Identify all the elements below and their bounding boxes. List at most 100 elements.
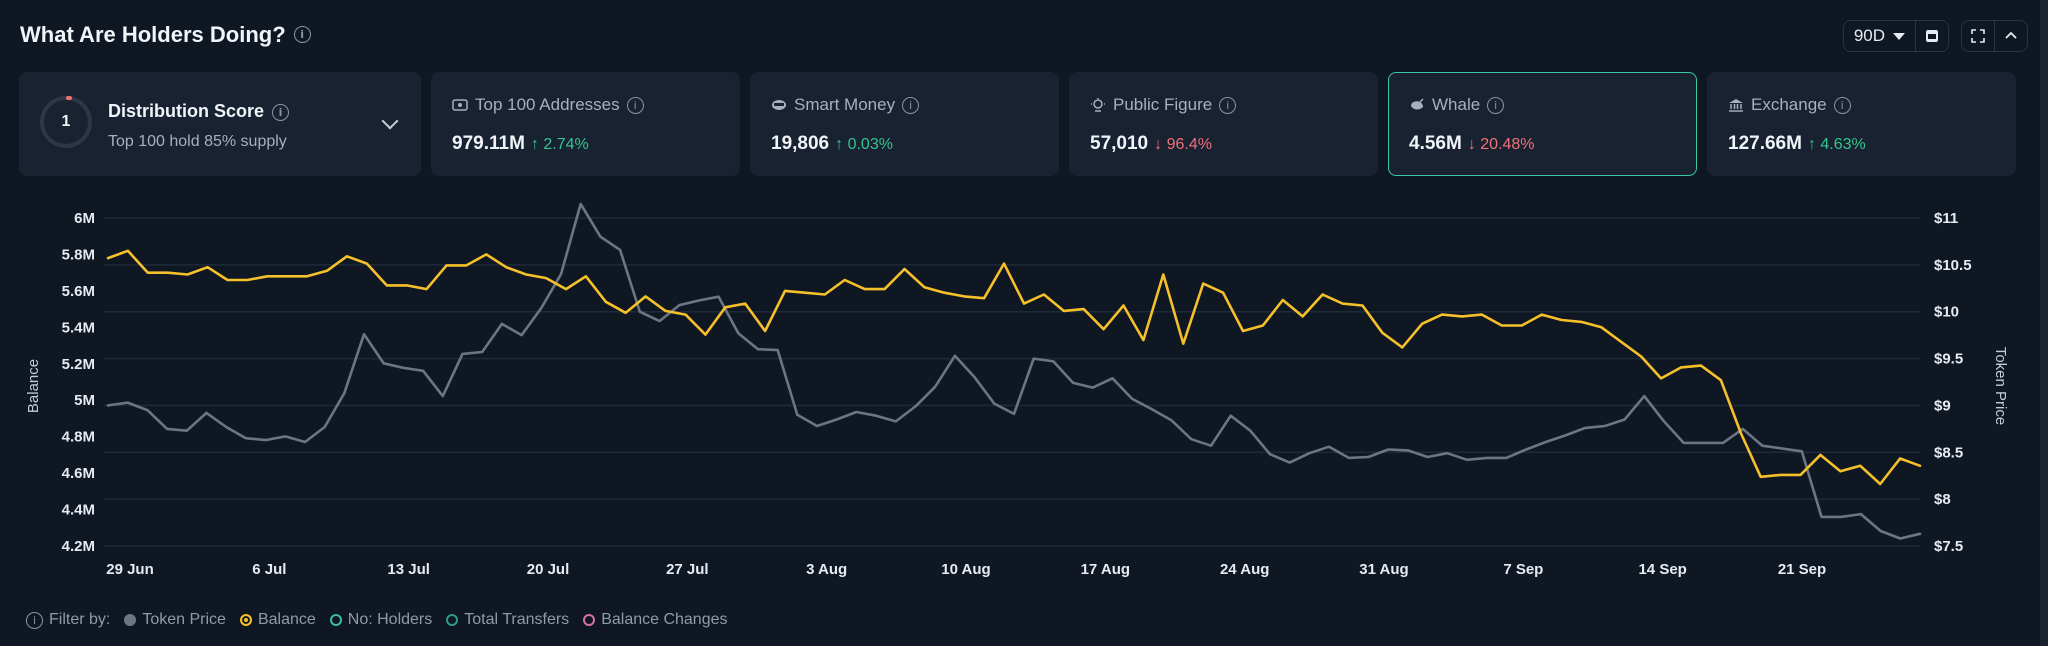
distribution-score-card[interactable]: 1 Distribution Score i Top 100 hold 85% s… xyxy=(19,72,421,176)
fullscreen-button[interactable] xyxy=(1962,21,1994,51)
metric-header: Smart Money i xyxy=(771,95,920,115)
x-tick-label: 7 Sep xyxy=(1503,561,1543,578)
info-icon[interactable]: i xyxy=(1833,96,1851,114)
y-tick-label: 4.2M xyxy=(62,538,95,555)
chevron-up-icon xyxy=(2005,31,2017,39)
metric-cards: 1 Distribution Score i Top 100 hold 85% s… xyxy=(19,72,2016,176)
metric-change: ↓ 96.4% xyxy=(1154,136,1212,153)
metric-card-public-figure[interactable]: Public Figure i 57,010 ↓ 96.4% xyxy=(1069,72,1378,176)
info-icon[interactable]: i xyxy=(272,103,290,121)
scrollbar[interactable] xyxy=(2040,0,2048,646)
info-icon[interactable]: i xyxy=(1219,96,1237,114)
y-tick-label: 5.6M xyxy=(62,283,95,300)
y2-tick-label: $8 xyxy=(1934,491,1951,508)
calendar-button[interactable] xyxy=(1915,21,1948,51)
y2-tick-label: $9.5 xyxy=(1934,351,1963,368)
metric-change-value: 96.4% xyxy=(1166,136,1212,153)
metric-value: 979.11M xyxy=(452,133,525,154)
metric-change-value: 20.48% xyxy=(1480,136,1535,153)
holders-chart: 4.2M 4.4M 4.6M 4.8M 5M 5.2M 5.4M 5.6M 5.8M 6M $7.5… xyxy=(25,202,2009,578)
y-tick-label: 4.4M xyxy=(62,502,95,519)
y2-tick-label: $11 xyxy=(1934,210,1958,227)
y-tick-label: 5.2M xyxy=(62,356,95,373)
metric-label: Public Figure xyxy=(1113,95,1213,114)
chart-controls: 90D xyxy=(1842,20,2028,52)
legend-dot xyxy=(239,614,252,626)
metric-header: Exchange i xyxy=(1728,95,1851,115)
legend-balance-changes[interactable]: Balance Changes xyxy=(583,611,728,629)
view-controls xyxy=(1961,20,2028,52)
token-price-line xyxy=(106,202,1922,540)
metric-change: ↑ 2.74% xyxy=(530,136,589,153)
distribution-subtitle: Top 100 hold 85% supply xyxy=(108,133,287,150)
metric-value: 4.56M xyxy=(1409,133,1462,154)
legend-balance[interactable]: Balance xyxy=(239,611,316,629)
metric-header: Whale i xyxy=(1409,95,1505,115)
chevron-down-icon[interactable] xyxy=(381,112,399,130)
info-icon[interactable]: i xyxy=(293,25,311,43)
info-icon[interactable]: i xyxy=(1487,96,1505,114)
legend-dot xyxy=(583,614,596,626)
y2-tick-label: $10.5 xyxy=(1934,257,1972,274)
x-tick-label: 13 Jul xyxy=(387,561,430,578)
range-value: 90D xyxy=(1853,26,1885,45)
public-figure-icon xyxy=(1091,98,1105,112)
y2-tick-label: $8.5 xyxy=(1934,444,1963,461)
x-tick-label: 29 Jun xyxy=(106,561,154,578)
range-select[interactable]: 90D xyxy=(1844,21,1915,51)
metric-label: Top 100 Addresses xyxy=(475,95,620,114)
x-tick-label: 17 Aug xyxy=(1081,561,1130,578)
x-tick-label: 24 Aug xyxy=(1220,561,1269,578)
y2-tick-label: $9 xyxy=(1934,397,1951,414)
legend-label: No: Holders xyxy=(347,611,433,628)
x-tick-label: 27 Jul xyxy=(666,561,709,578)
filter-label: i Filter by: xyxy=(26,611,110,629)
y2-tick-label: $7.5 xyxy=(1934,538,1963,555)
score-value: 1 xyxy=(61,113,71,130)
caret-down-icon xyxy=(1893,32,1905,40)
collapse-button[interactable] xyxy=(1994,21,2027,51)
legend-dot xyxy=(446,614,459,626)
info-icon[interactable]: i xyxy=(626,96,644,114)
legend-holders[interactable]: No: Holders xyxy=(329,611,433,629)
x-tick-label: 14 Sep xyxy=(1638,561,1686,578)
bank-icon xyxy=(1729,99,1743,112)
metric-card-smart-money[interactable]: Smart Money i 19,806 ↑ 0.03% xyxy=(750,72,1059,176)
metric-value-row: 57,010 ↓ 96.4% xyxy=(1090,133,1212,155)
y-tick-label: 5M xyxy=(74,392,95,409)
wallet-icon xyxy=(452,99,468,111)
y-axis-title: Balance xyxy=(25,359,42,413)
legend-dot xyxy=(329,614,342,626)
metric-card-exchange[interactable]: Exchange i 127.66M ↑ 4.63% xyxy=(1707,72,2016,176)
metric-card-whale[interactable]: Whale i 4.56M ↓ 20.48% xyxy=(1388,72,1697,176)
y-tick-label: 5.4M xyxy=(62,319,95,336)
y-tick-label: 4.8M xyxy=(62,429,95,446)
metric-value: 57,010 xyxy=(1090,133,1149,154)
metric-change-value: 4.63% xyxy=(1820,136,1866,153)
metric-change: ↑ 4.63% xyxy=(1807,136,1866,153)
y-tick-label: 5.8M xyxy=(62,246,95,263)
range-group: 90D xyxy=(1842,20,1949,52)
metric-value-row: 19,806 ↑ 0.03% xyxy=(771,133,893,155)
metric-value-row: 979.11M ↑ 2.74% xyxy=(452,133,589,155)
score-ring: 1 xyxy=(40,96,92,148)
distribution-title: Distribution Score i xyxy=(108,101,290,122)
legend-token-price[interactable]: Token Price xyxy=(124,611,226,629)
legend-dot xyxy=(124,614,137,626)
legend-label: Total Transfers xyxy=(464,611,570,628)
y2-axis-title: Token Price xyxy=(1992,347,2009,425)
legend-total-transfers[interactable]: Total Transfers xyxy=(446,611,569,629)
metric-change-value: 0.03% xyxy=(847,136,893,153)
y2-tick-label: $10 xyxy=(1934,304,1959,321)
metric-card-top-100[interactable]: Top 100 Addresses i 979.11M ↑ 2.74% xyxy=(431,72,740,176)
metric-value-row: 4.56M ↓ 20.48% xyxy=(1409,133,1535,155)
metric-change-value: 2.74% xyxy=(543,136,589,153)
info-icon[interactable]: i xyxy=(902,96,920,114)
metric-header: Top 100 Addresses i xyxy=(452,95,644,115)
metric-label: Whale xyxy=(1432,95,1481,114)
metric-change: ↓ 20.48% xyxy=(1467,136,1535,153)
x-tick-label: 6 Jul xyxy=(252,561,286,578)
chart-area: 4.2M 4.4M 4.6M 4.8M 5M 5.2M 5.4M 5.6M 5.8M 6M $7.5… xyxy=(0,196,2040,601)
x-tick-label: 21 Sep xyxy=(1778,561,1826,578)
info-icon[interactable]: i xyxy=(26,611,43,629)
